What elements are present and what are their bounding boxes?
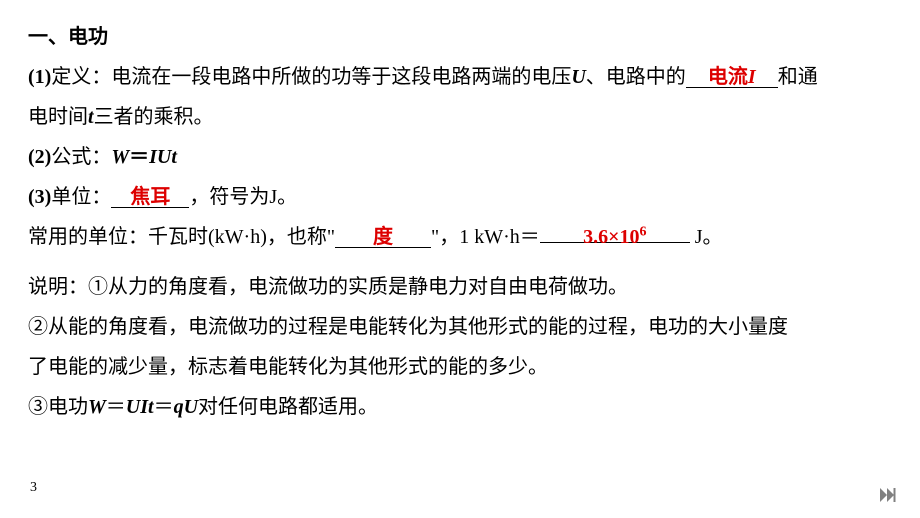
definition-line-1: (1)定义：电流在一段电路中所做的功等于这段电路两端的电压U、电路中的电流I 和通 — [28, 58, 892, 96]
answer-value: 3.6×106 — [583, 226, 646, 248]
note3-W: W — [88, 396, 106, 418]
formula-eq: ＝ — [129, 146, 149, 168]
blank-value: 3.6×106 — [540, 221, 690, 243]
item1-line2-post: 三者的乘积。 — [94, 106, 214, 128]
next-page-button[interactable] — [878, 486, 896, 504]
item1-pre: 定义：电流在一段电路中所做的功等于这段电路两端的电压 — [51, 66, 571, 88]
definition-line-2: 电时间t三者的乘积。 — [28, 98, 892, 136]
answer-joule: 焦耳 — [130, 186, 170, 208]
item3-label: (3) — [28, 186, 51, 208]
blank-current: 电流I — [686, 66, 778, 88]
common-unit-line: 常用的单位：千瓦时(kW·h)，也称"度"，1 kW·h＝3.6×106 J。 — [28, 218, 892, 256]
item1-mid: 、电路中的 — [586, 66, 686, 88]
item4-mid1: h)，也称" — [250, 226, 335, 248]
note3-UIt: UIt — [126, 396, 154, 418]
item4-mid3: h＝ — [510, 226, 540, 248]
note3-qU: qU — [174, 396, 198, 418]
page-number: 3 — [30, 475, 37, 502]
answer-current: 电流I — [708, 66, 756, 88]
note-3: ③电功W＝UIt＝qU对任何电路都适用。 — [28, 388, 892, 426]
item1-label: (1) — [28, 66, 51, 88]
item2-label: (2) — [28, 146, 51, 168]
note3-pre: ③电功 — [28, 396, 88, 418]
note-2b: 了电能的减少量，标志着电能转化为其他形式的能的多少。 — [28, 348, 892, 386]
formula-line: (2)公式：W＝IUt — [28, 138, 892, 176]
item2-text: 公式： — [51, 146, 111, 168]
answer-du: 度 — [373, 226, 393, 248]
blank-du: 度 — [335, 226, 431, 248]
document-body: 一、电功 (1)定义：电流在一段电路中所做的功等于这段电路两端的电压U、电路中的… — [28, 18, 892, 426]
note3-eq1: ＝ — [106, 396, 126, 418]
item3-pre: 单位： — [51, 186, 111, 208]
note-2a: ②从能的角度看，电流做功的过程是电能转化为其他形式的能的过程，电功的大小量度 — [28, 308, 892, 346]
note-1: 说明：①从力的角度看，电流做功的实质是静电力对自由电荷做功。 — [28, 268, 892, 306]
note3-eq2: ＝ — [154, 396, 174, 418]
blank-joule: 焦耳 — [111, 186, 189, 208]
item1-post1: 和通 — [778, 66, 818, 88]
section-heading: 一、电功 — [28, 18, 892, 56]
formula-W: W — [111, 146, 129, 168]
play-forward-icon — [878, 486, 896, 504]
item4-post: J。 — [690, 226, 723, 248]
var-U: U — [571, 66, 585, 88]
unit-line: (3)单位： 焦耳 ，符号为J。 — [28, 178, 892, 216]
note3-post: 对任何电路都适用。 — [198, 396, 378, 418]
dot2: · — [503, 226, 510, 248]
item3-post: ，符号为J。 — [189, 186, 297, 208]
item1-line2-pre: 电时间 — [28, 106, 88, 128]
formula-IUt: IUt — [149, 146, 177, 168]
item4-mid2: "，1 kW — [431, 226, 503, 248]
item4-pre: 常用的单位：千瓦时(kW — [28, 226, 244, 248]
